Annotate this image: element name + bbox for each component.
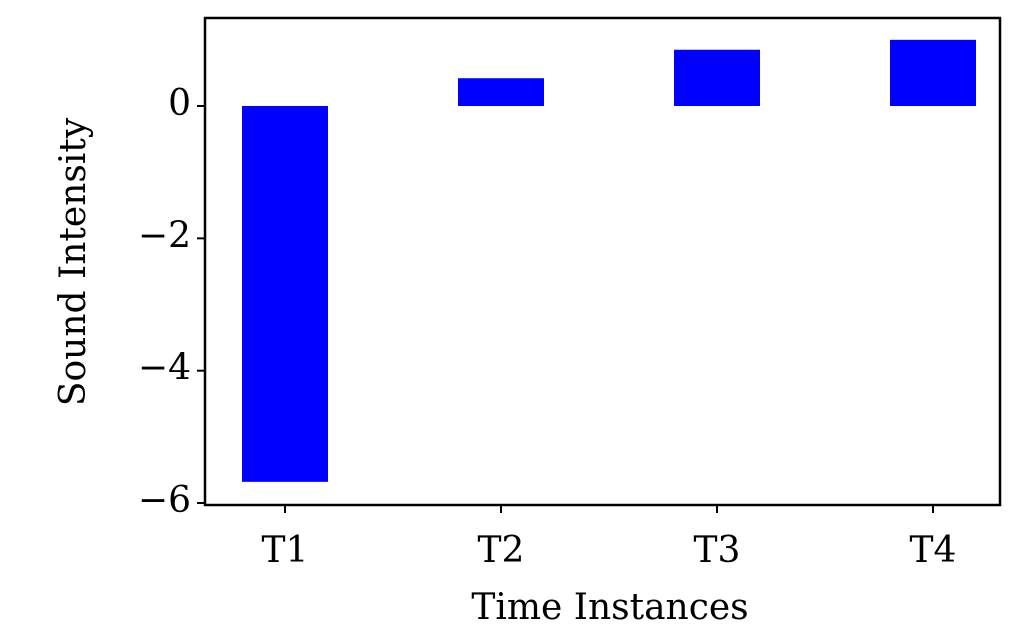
x-tick-label: T4 [910,530,957,571]
y-axis-label: Sound Intensity [53,117,94,406]
bar [242,106,328,482]
bar [890,39,976,107]
y-tick-label: −4 [138,348,191,389]
bar [674,49,760,107]
x-axis-label: Time Instances [471,587,748,628]
x-tick-label: T3 [694,530,741,571]
bar [458,78,544,107]
plot-frame [203,16,1002,507]
y-tick-label: −2 [138,215,191,256]
y-tick-label: 0 [168,83,191,124]
x-tick-label: T2 [478,530,525,571]
x-tick-label: T1 [262,530,309,571]
y-tick-label: −6 [138,480,191,521]
